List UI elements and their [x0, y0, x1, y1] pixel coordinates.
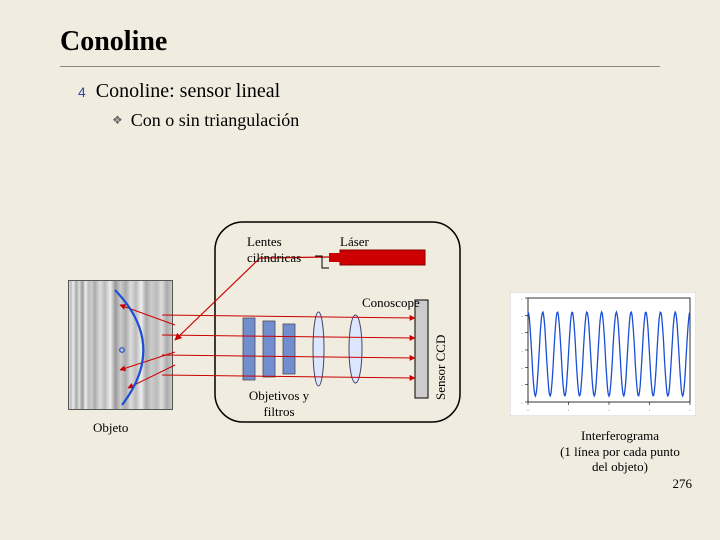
label-laser: Láser [340, 234, 369, 250]
svg-text:·: · [521, 366, 523, 372]
label-objeto: Objeto [93, 420, 128, 436]
label-conoscope: Conoscope [362, 295, 420, 311]
svg-text:·: · [568, 408, 570, 414]
interf-line1: Interferograma [581, 428, 659, 443]
interf-line3: del objeto) [592, 459, 648, 474]
svg-text:·: · [608, 408, 610, 414]
label-lentes: Lentes cilíndricas [247, 234, 317, 265]
svg-text:·: · [527, 408, 529, 414]
svg-text:·: · [521, 384, 523, 390]
svg-text:·: · [521, 314, 523, 320]
svg-text:·: · [521, 332, 523, 338]
label-objetivos: Objetivos y filtros [244, 388, 314, 419]
label-sensor: Sensor CCD [433, 335, 449, 400]
svg-text:·: · [521, 401, 523, 407]
page-number: 276 [673, 476, 693, 492]
svg-text:·: · [521, 297, 523, 303]
svg-text:·: · [649, 408, 651, 414]
label-interferogram: Interferograma (1 línea por cada punto d… [535, 428, 705, 475]
svg-text:·: · [521, 349, 523, 355]
interferogram-chart: · · · · · · · · · · · · [510, 292, 696, 416]
interf-line2: (1 línea por cada punto [560, 444, 680, 459]
svg-text:·: · [689, 408, 691, 414]
